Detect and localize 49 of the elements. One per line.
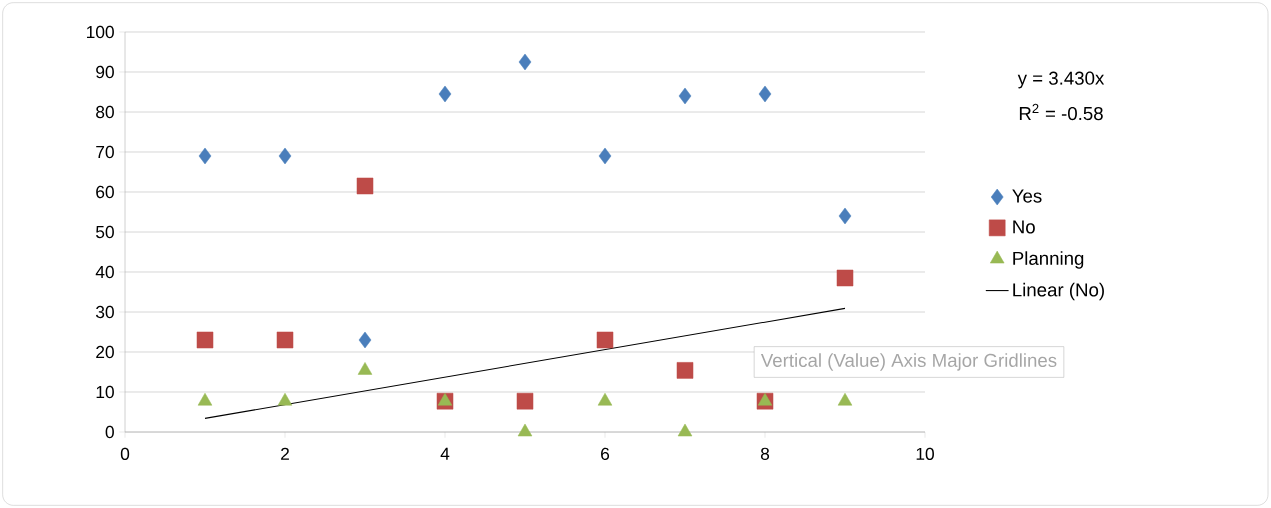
point: [837, 392, 853, 406]
point: [517, 423, 533, 437]
point: [278, 147, 292, 165]
x-tick-label: 8: [760, 447, 770, 460]
point: [196, 331, 214, 349]
point: [838, 207, 852, 225]
y-tick-label: 60: [96, 185, 114, 199]
point: [276, 331, 294, 349]
point: [516, 392, 534, 410]
legend-label: Yes: [1012, 189, 1042, 203]
x-tick-label: 6: [601, 447, 610, 460]
legend-label: Planning: [1013, 251, 1084, 269]
y-tick-label: 100: [87, 25, 114, 39]
text: y = 3.430x: [1017, 71, 1105, 89]
point: [758, 85, 772, 103]
y-tick-label: 0: [105, 425, 114, 439]
point: [598, 147, 612, 165]
y-tick-label: 40: [95, 265, 114, 279]
y-tick-label: 80: [96, 105, 114, 119]
point: [518, 53, 532, 71]
point: [198, 147, 212, 165]
point: [757, 392, 773, 406]
point: [677, 423, 693, 437]
point: [277, 392, 293, 406]
legend-label: No: [1013, 220, 1035, 234]
x-tick-label: 4: [440, 447, 450, 460]
y-tick-label: 10: [96, 385, 114, 399]
y-tick-label: 20: [96, 345, 114, 359]
x-tick-label: 10: [916, 447, 934, 460]
y-tick-label: 70: [96, 145, 114, 159]
point: [197, 392, 213, 406]
point: [437, 392, 453, 406]
legend-label: Linear (No): [1013, 282, 1104, 301]
point: [438, 85, 452, 103]
y-tick-label: 30: [95, 305, 114, 319]
point: [678, 87, 692, 105]
point: [358, 331, 372, 349]
y-tick-label: 50: [96, 225, 114, 239]
point: [357, 362, 373, 375]
point: [596, 331, 614, 349]
x-tick-label: 0: [120, 447, 130, 460]
x-tick-label: 2: [281, 447, 289, 460]
point: [597, 392, 613, 406]
point: [676, 362, 694, 379]
point: [836, 269, 854, 287]
annotation: Vertical (Value) Axis Major Gridlines: [760, 353, 1057, 371]
point: [356, 177, 374, 195]
y-tick-label: 90: [96, 65, 114, 79]
text: R$^{2}$ = -0.58: [1019, 103, 1103, 121]
